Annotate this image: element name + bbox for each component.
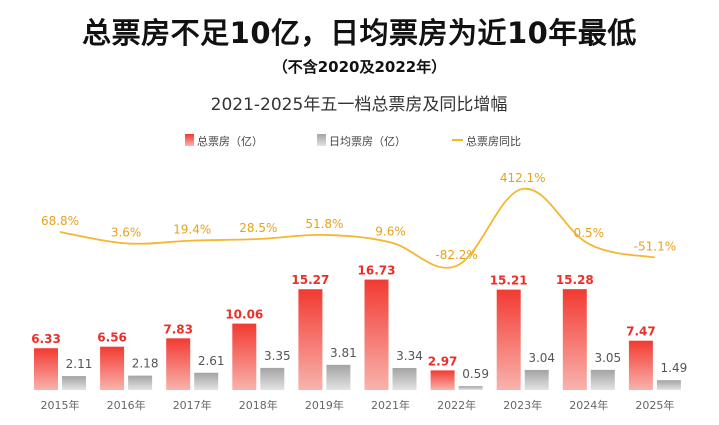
legend-swatch-1	[317, 134, 326, 146]
legend: 总票房（亿） 日均票房（亿） 总票房同比	[185, 134, 521, 148]
bar-total-5	[364, 279, 389, 390]
label-daily-5: 3.34	[396, 349, 423, 363]
bar-daily-0	[62, 376, 86, 390]
bar-total-3	[232, 323, 257, 390]
x-tick-7: 2023年	[503, 398, 542, 412]
label-yoy-8: 0.5%	[574, 226, 605, 240]
label-total-7: 15.21	[490, 274, 528, 288]
label-total-6: 2.97	[428, 354, 458, 368]
label-total-8: 15.28	[556, 273, 594, 287]
headline: 总票房不足10亿，日均票房为近10年最低	[82, 16, 637, 50]
chart-title: 2021-2025年五一档总票房及同比增幅	[211, 95, 508, 115]
bar-total-7	[496, 289, 521, 390]
bar-total-4	[298, 289, 323, 390]
bar-daily-2	[194, 372, 219, 390]
legend-label-0: 总票房（亿）	[197, 134, 263, 148]
label-yoy-7: 412.1%	[500, 171, 546, 185]
label-daily-8: 3.05	[594, 351, 621, 365]
bar-daily-8	[590, 369, 615, 390]
x-tick-9: 2025年	[635, 398, 674, 412]
label-yoy-6: -82.2%	[435, 248, 477, 262]
label-total-2: 7.83	[163, 322, 193, 336]
label-total-0: 6.33	[31, 332, 61, 346]
x-tick-2: 2017年	[173, 398, 212, 412]
legend-label-2: 总票房同比	[466, 134, 521, 148]
data-labels: 6.33 2.11 6.56 2.18 7.83 2.61 10.06 3.35 15.27 3.…	[31, 171, 687, 381]
bar-total-2	[166, 338, 191, 390]
x-tick-4: 2019年	[305, 398, 344, 412]
bar-total-9	[628, 340, 653, 390]
label-daily-4: 3.81	[330, 346, 357, 360]
yoy-line	[59, 187, 656, 269]
bar-daily-7	[524, 369, 549, 390]
x-tick-1: 2016年	[107, 398, 146, 412]
x-tick-0: 2015年	[41, 398, 80, 412]
x-tick-8: 2024年	[569, 398, 608, 412]
label-daily-2: 2.61	[198, 354, 225, 368]
label-daily-0: 2.11	[66, 357, 93, 371]
label-yoy-5: 9.6%	[375, 224, 406, 238]
bar-daily-1	[128, 375, 153, 390]
label-daily-6: 0.59	[462, 367, 489, 381]
label-daily-7: 3.04	[528, 351, 555, 365]
subheadline: （不含2020及2022年）	[272, 58, 447, 76]
label-daily-9: 1.49	[661, 361, 688, 375]
bar-total-8	[562, 289, 587, 390]
label-total-1: 6.56	[97, 331, 127, 345]
x-axis: 2015年 2016年 2017年 2018年 2019年 2021年 2022年 2023年…	[41, 398, 675, 412]
label-daily-1: 2.18	[132, 357, 159, 371]
label-yoy-4: 51.8%	[305, 217, 343, 231]
label-total-9: 7.47	[626, 325, 656, 339]
x-tick-6: 2022年	[437, 398, 476, 412]
label-yoy-9: -51.1%	[634, 240, 676, 254]
label-total-5: 16.73	[358, 264, 396, 278]
bar-daily-6	[458, 386, 483, 390]
bar-daily-5	[392, 367, 417, 390]
bar-total-6	[430, 370, 455, 390]
label-total-3: 10.06	[225, 308, 263, 322]
label-yoy-2: 19.4%	[173, 223, 211, 237]
legend-swatch-0	[185, 134, 194, 146]
x-tick-5: 2021年	[371, 398, 410, 412]
label-yoy-0: 68.8%	[41, 214, 79, 228]
label-yoy-1: 3.6%	[111, 225, 142, 239]
bar-total-0	[34, 348, 58, 390]
label-daily-3: 3.35	[264, 349, 291, 363]
label-yoy-3: 28.5%	[239, 221, 277, 235]
bar-daily-4	[326, 364, 351, 390]
bar-total-1	[100, 346, 125, 390]
yoy-line-layer	[59, 187, 656, 269]
label-total-4: 15.27	[291, 273, 329, 287]
bars	[34, 279, 681, 390]
bar-daily-3	[260, 367, 285, 390]
bar-daily-9	[656, 380, 681, 390]
legend-label-1: 日均票房（亿）	[329, 135, 406, 148]
x-tick-3: 2018年	[239, 398, 278, 412]
